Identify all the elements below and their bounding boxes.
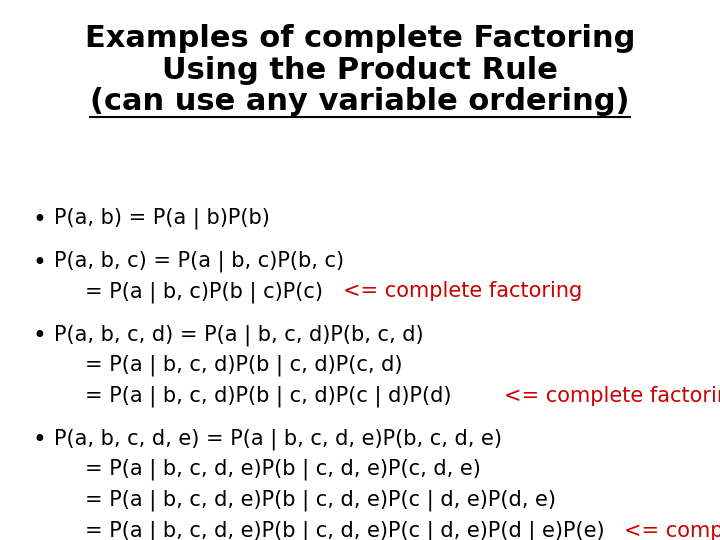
Text: = P(a | b, c)P(b | c)P(c): = P(a | b, c)P(b | c)P(c) [85,281,343,303]
Text: = P(a | b, c, d, e)P(b | c, d, e)P(c, d, e): = P(a | b, c, d, e)P(b | c, d, e)P(c, d,… [85,459,481,481]
Text: = P(a | b, c, d)P(b | c, d)P(c, d): = P(a | b, c, d)P(b | c, d)P(c, d) [85,355,402,376]
Text: •: • [32,324,46,348]
Text: •: • [32,428,46,452]
Text: <= complete factoring: <= complete factoring [505,386,720,406]
Text: P(a, b, c, d) = P(a | b, c, d)P(b, c, d): P(a, b, c, d) = P(a | b, c, d)P(b, c, d) [54,324,423,346]
Text: <= complete: <= complete [624,521,720,540]
Text: = P(a | b, c, d, e)P(b | c, d, e)P(c | d, e)P(d | e)P(e): = P(a | b, c, d, e)P(b | c, d, e)P(c | d… [85,521,624,540]
Text: Using the Product Rule: Using the Product Rule [162,56,558,85]
Text: Examples of complete Factoring: Examples of complete Factoring [85,24,635,53]
Text: <= complete factoring: <= complete factoring [343,281,582,301]
Text: = P(a | b, c, d, e)P(b | c, d, e)P(c | d, e)P(d, e): = P(a | b, c, d, e)P(b | c, d, e)P(c | d… [85,490,556,511]
Text: •: • [32,208,46,232]
Text: = P(a | b, c, d)P(b | c, d)P(c | d)P(d): = P(a | b, c, d)P(b | c, d)P(c | d)P(d) [85,386,505,407]
Text: P(a, b, c) = P(a | b, c)P(b, c): P(a, b, c) = P(a | b, c)P(b, c) [54,251,344,272]
Text: P(a, b, c, d, e) = P(a | b, c, d, e)P(b, c, d, e): P(a, b, c, d, e) = P(a | b, c, d, e)P(b,… [54,428,502,450]
Text: (can use any variable ordering): (can use any variable ordering) [90,87,630,116]
Text: •: • [32,251,46,274]
Text: P(a, b) = P(a | b)P(b): P(a, b) = P(a | b)P(b) [54,208,270,230]
